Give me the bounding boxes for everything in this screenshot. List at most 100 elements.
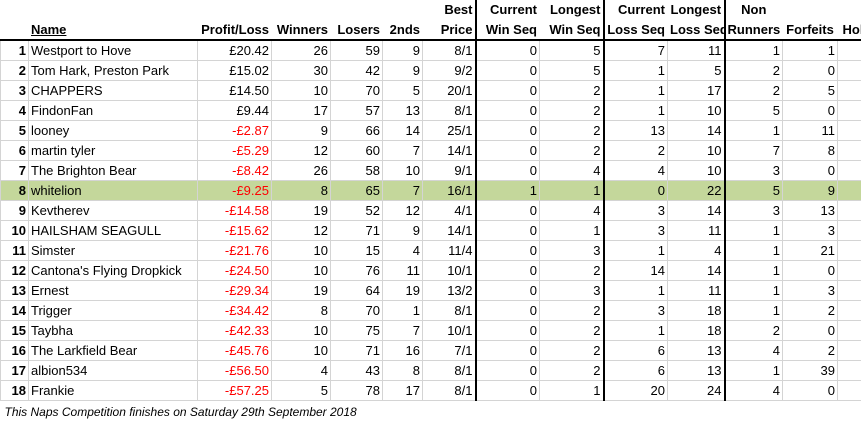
forfeits-cell: 3 bbox=[782, 280, 838, 301]
footer-note: This Naps Competition finishes on Saturd… bbox=[4, 405, 357, 419]
profit-loss-cell: -£56.50 bbox=[197, 360, 272, 381]
losers-cell: 57 bbox=[330, 100, 383, 121]
seconds-cell: 9 bbox=[382, 60, 423, 81]
seconds-cell: 12 bbox=[382, 200, 423, 221]
best-header: Best bbox=[422, 0, 476, 20]
losers-cell: 59 bbox=[330, 39, 383, 61]
non-runners-cell: 2 bbox=[723, 80, 783, 101]
winners-cell: 9 bbox=[271, 120, 331, 141]
table-row: 12 Cantona's Flying Dropkick -£24.50 10 76 11… bbox=[0, 260, 861, 281]
forfeits-cell: 5 bbox=[782, 80, 838, 101]
non-runners-cell: 1 bbox=[723, 220, 783, 241]
non-runners-cell: 2 bbox=[723, 320, 783, 341]
profit-loss-cell: -£9.25 bbox=[197, 180, 272, 201]
seconds-cell: 19 bbox=[382, 280, 423, 301]
longest-win-seq-cell: 4 bbox=[539, 160, 604, 181]
seconds-cell: 1 bbox=[382, 300, 423, 321]
price-cell: 14/1 bbox=[422, 220, 476, 241]
longest-win-seq-cell: 2 bbox=[539, 300, 604, 321]
winners-cell: 10 bbox=[271, 340, 331, 361]
rank-cell: 15 bbox=[0, 320, 29, 341]
name-cell: FindonFan bbox=[28, 100, 198, 121]
current-loss-seq-cell: 13 bbox=[602, 120, 668, 141]
price-cell: 8/1 bbox=[422, 100, 476, 121]
current-loss-header: Current bbox=[602, 0, 668, 20]
losers-cell: 76 bbox=[330, 260, 383, 281]
current-win-seq-cell: 0 bbox=[474, 160, 540, 181]
winners-cell: 4 bbox=[271, 360, 331, 381]
holiday-cell: 0 bbox=[837, 160, 861, 181]
seconds-cell: 16 bbox=[382, 340, 423, 361]
current-win-seq-cell: 0 bbox=[474, 220, 540, 241]
price-cell: 8/1 bbox=[422, 360, 476, 381]
losers-cell: 75 bbox=[330, 320, 383, 341]
forfeits-cell: 0 bbox=[782, 160, 838, 181]
non-runners-cell: 1 bbox=[723, 240, 783, 261]
seconds-cell: 7 bbox=[382, 320, 423, 341]
rank-cell: 14 bbox=[0, 300, 29, 321]
name-cell: Kevtherev bbox=[28, 200, 198, 221]
non-runners-cell: 5 bbox=[723, 100, 783, 121]
price-cell: 25/1 bbox=[422, 120, 476, 141]
winners-cell: 12 bbox=[271, 140, 331, 161]
current-loss-seq-cell: 3 bbox=[602, 300, 668, 321]
seconds-header: 2nds bbox=[382, 19, 423, 41]
winners-cell: 17 bbox=[271, 100, 331, 121]
forfeits-cell: 0 bbox=[782, 260, 838, 281]
longest-loss-seq-cell: 13 bbox=[667, 360, 725, 381]
winners-cell: 10 bbox=[271, 80, 331, 101]
holiday-cell: 0 bbox=[837, 340, 861, 361]
seconds-cell: 8 bbox=[382, 360, 423, 381]
forfeits-cell: 13 bbox=[782, 200, 838, 221]
longest-loss-seq-header: Loss Seq bbox=[667, 19, 725, 41]
price-cell: 16/1 bbox=[422, 180, 476, 201]
forfeits-cell: 0 bbox=[782, 380, 838, 401]
current-win-header: Current bbox=[474, 0, 540, 20]
header-row-top: Best Current Longest Current Longest Non bbox=[0, 0, 861, 20]
non-runners-cell: 1 bbox=[723, 300, 783, 321]
current-loss-seq-cell: 1 bbox=[602, 240, 668, 261]
current-win-seq-cell: 0 bbox=[474, 340, 540, 361]
rank-cell: 12 bbox=[0, 260, 29, 281]
current-win-seq-cell: 0 bbox=[474, 200, 540, 221]
profit-loss-cell: -£5.29 bbox=[197, 140, 272, 161]
longest-loss-seq-cell: 10 bbox=[667, 160, 725, 181]
current-win-seq-cell: 0 bbox=[474, 120, 540, 141]
name-cell: HAILSHAM SEAGULL bbox=[28, 220, 198, 241]
winners-cell: 10 bbox=[271, 240, 331, 261]
rank-cell: 10 bbox=[0, 220, 29, 241]
holiday-cell: 0 bbox=[837, 320, 861, 341]
longest-win-seq-cell: 4 bbox=[539, 200, 604, 221]
holiday-cell: 8 bbox=[837, 100, 861, 121]
forfeits-cell: 11 bbox=[782, 120, 838, 141]
price-cell: 14/1 bbox=[422, 140, 476, 161]
profit-loss-cell: -£29.34 bbox=[197, 280, 272, 301]
current-loss-seq-cell: 6 bbox=[602, 340, 668, 361]
longest-win-header: Longest bbox=[539, 0, 604, 20]
current-loss-seq-cell: 4 bbox=[602, 160, 668, 181]
name-cell: martin tyler bbox=[28, 140, 198, 161]
longest-win-seq-cell: 3 bbox=[539, 240, 604, 261]
profit-loss-cell: -£21.76 bbox=[197, 240, 272, 261]
name-cell: albion534 bbox=[28, 360, 198, 381]
losers-cell: 52 bbox=[330, 200, 383, 221]
longest-loss-seq-cell: 11 bbox=[667, 39, 725, 61]
price-cell: 11/4 bbox=[422, 240, 476, 261]
rank-cell: 16 bbox=[0, 340, 29, 361]
price-cell: 8/1 bbox=[422, 39, 476, 61]
winners-cell: 26 bbox=[271, 39, 331, 61]
profit-loss-cell: -£15.62 bbox=[197, 220, 272, 241]
current-loss-seq-cell: 1 bbox=[602, 80, 668, 101]
profit-loss-cell: -£24.50 bbox=[197, 260, 272, 281]
name-cell: looney bbox=[28, 120, 198, 141]
forfeits-cell: 9 bbox=[782, 180, 838, 201]
longest-win-seq-cell: 5 bbox=[539, 39, 604, 61]
forfeits-cell: 1 bbox=[782, 39, 838, 61]
longest-loss-seq-cell: 11 bbox=[667, 280, 725, 301]
table-row: 2 Tom Hark, Preston Park £15.02 30 42 9 9/2 0 5 1… bbox=[0, 60, 861, 81]
winners-cell: 12 bbox=[271, 220, 331, 241]
holiday-cell: 13 bbox=[837, 60, 861, 81]
current-win-seq-cell: 0 bbox=[474, 39, 540, 61]
